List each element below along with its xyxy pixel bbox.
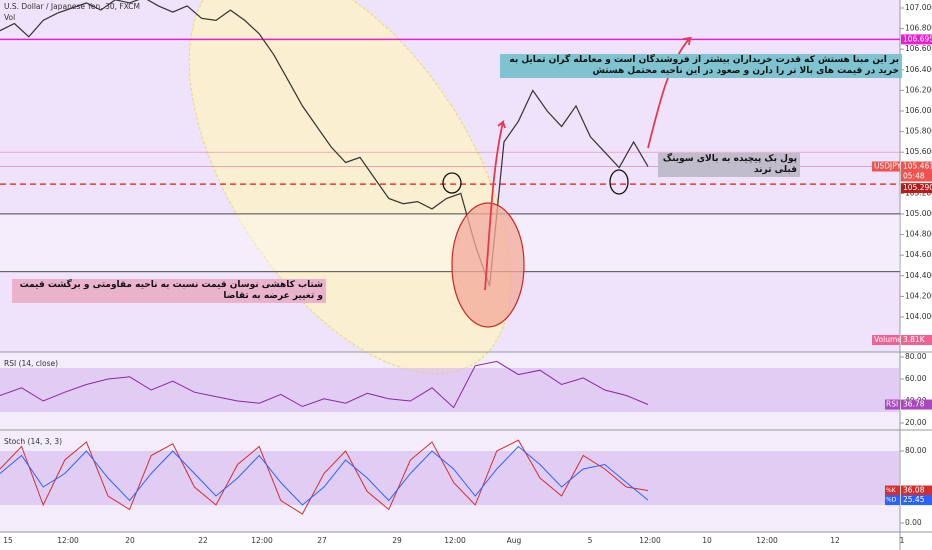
price-tag: 106.695 xyxy=(903,34,932,43)
price-label: 105.600 xyxy=(905,147,932,156)
price-label: 107.000 xyxy=(905,3,932,12)
price-tag-bg xyxy=(901,183,932,194)
price-label: 105.800 xyxy=(905,127,932,136)
volume-tag-bg xyxy=(901,335,932,345)
time-label: 20 xyxy=(125,536,135,545)
stoch-tag-name: %D xyxy=(886,497,897,504)
indicator-line xyxy=(0,445,649,506)
time-label: 22 xyxy=(198,536,208,545)
time-label: 29 xyxy=(392,536,402,545)
volume-tag: 3.81K xyxy=(903,335,926,344)
tag-bg xyxy=(901,495,932,506)
axis-label: 0.00 xyxy=(905,518,922,527)
rsi-title: RSI (14, close) xyxy=(4,359,58,368)
circle-mark xyxy=(609,169,629,195)
price-label: 105.000 xyxy=(905,209,932,218)
indicator-line xyxy=(0,360,649,409)
reversal-zone xyxy=(451,202,525,328)
annotation: پول بک پیچیده به بالای سوینگ قبلی ترند xyxy=(658,153,800,177)
price-label: 106.200 xyxy=(905,85,932,94)
time-label: 5 xyxy=(588,536,593,545)
time-label: 10 xyxy=(702,536,712,545)
stoch-tag: 25.45 xyxy=(903,495,925,504)
axis-label: 60.00 xyxy=(905,374,927,383)
arrow xyxy=(647,36,693,149)
arrow xyxy=(484,119,506,291)
countdown-tag-bg xyxy=(901,171,932,182)
axis-label: 80.00 xyxy=(905,446,927,455)
time-label: 12:00 xyxy=(756,536,778,545)
time-label: 27 xyxy=(317,536,327,545)
price-tag: 105.290 xyxy=(903,183,932,192)
volume-name-bg xyxy=(872,335,900,345)
time-label: 12:00 xyxy=(251,536,273,545)
time-label: 12:00 xyxy=(444,536,466,545)
annotation: بر این مبنا هستش که قدرت خریداران بیشتر … xyxy=(500,54,902,78)
price-label: 104.600 xyxy=(905,250,932,259)
stoch-tag-name: %K xyxy=(886,487,897,494)
time-label: Aug xyxy=(507,536,522,545)
symbol-title: U.S. Dollar / Japanese Yen, 30, FXCM xyxy=(4,2,140,11)
tag-bg xyxy=(885,399,900,410)
axis-label: 80.00 xyxy=(905,352,927,361)
time-label: 12 xyxy=(830,536,840,545)
price-label: 106.000 xyxy=(905,106,932,115)
price-label: 104.000 xyxy=(905,312,932,321)
price-tag: 105.461 xyxy=(903,162,932,171)
tag-bg xyxy=(885,485,900,496)
indicator-line xyxy=(0,439,649,515)
price-tag-bg xyxy=(901,34,932,45)
volume-label: Vol xyxy=(4,13,15,22)
stoch-title: Stoch (14, 3, 3) xyxy=(4,437,62,446)
price-label: 104.200 xyxy=(905,291,932,300)
price-tag-bg xyxy=(901,161,932,172)
symbol-tag: USDJPY xyxy=(874,162,902,171)
annotation: شتاب کاهشی نوسان قیمت نسبت به ناحیه مقاو… xyxy=(12,279,326,303)
time-label: 15 xyxy=(3,536,13,545)
volume-name: Volume xyxy=(874,335,902,344)
axis-label: 20.00 xyxy=(905,418,927,427)
price-label: 104.800 xyxy=(905,230,932,239)
price-label: 106.400 xyxy=(905,65,932,74)
tag-bg xyxy=(901,399,932,410)
tag-bg xyxy=(901,485,932,496)
rsi-tag: 36.78 xyxy=(903,400,925,409)
price-label: 106.600 xyxy=(905,44,932,53)
time-label: 12:00 xyxy=(57,536,79,545)
tag-bg xyxy=(885,495,900,506)
band xyxy=(0,451,900,505)
price-label: 106.800 xyxy=(905,24,932,33)
time-label: 1 xyxy=(900,536,905,545)
zone xyxy=(0,214,900,272)
band xyxy=(0,368,900,412)
price-line xyxy=(0,0,649,287)
price-label: 104.400 xyxy=(905,271,932,280)
stoch-tag: 36.08 xyxy=(903,486,925,495)
circle-mark xyxy=(442,172,462,194)
countdown-tag: 05:48 xyxy=(903,172,925,181)
rsi-tag-name: RSI xyxy=(886,400,898,409)
symbol-tag-bg xyxy=(872,161,900,172)
time-label: 12:00 xyxy=(639,536,661,545)
